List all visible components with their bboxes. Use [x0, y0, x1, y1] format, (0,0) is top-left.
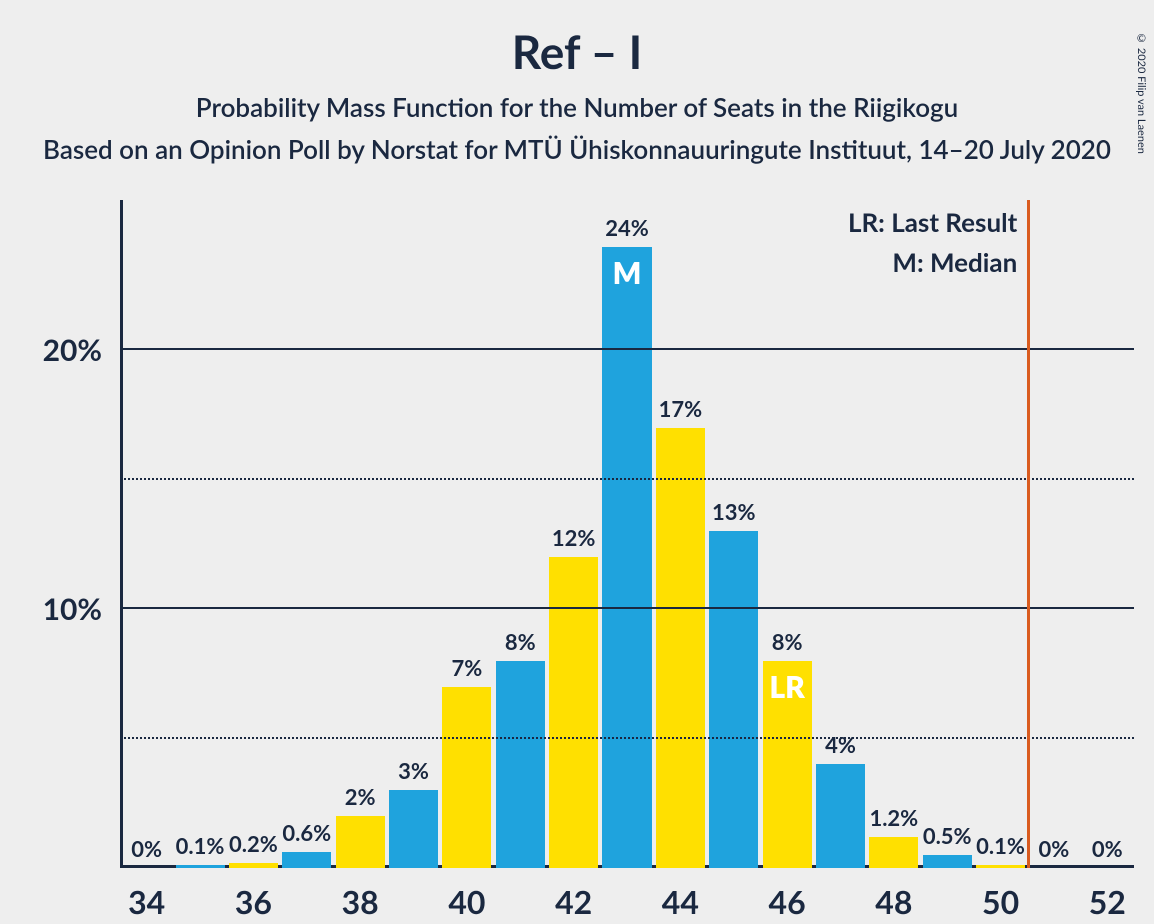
chart-container: LR: Last Result M: Median 0%0.1%0.2%0.6%…	[0, 200, 1154, 924]
bar-value-label: 1.2%	[869, 804, 918, 831]
bar: 0.2%	[229, 863, 278, 868]
bar: 7%	[442, 687, 491, 868]
bar-value-label: 0%	[131, 835, 162, 862]
x-tick-label: 48	[875, 882, 912, 921]
x-tick-label: 46	[769, 882, 806, 921]
bar-value-label: 7%	[451, 654, 482, 681]
bar-value-label: 8%	[505, 628, 536, 655]
bar: 4%	[816, 764, 865, 868]
bar-value-label: 0.5%	[923, 822, 972, 849]
bar-value-label: 0.2%	[229, 830, 278, 857]
bar-value-label: 12%	[552, 524, 596, 551]
bar: 17%	[656, 428, 705, 868]
bar-value-label: 8%	[772, 628, 803, 655]
bar: 8%LR	[763, 661, 812, 868]
bar: 24%M	[602, 247, 651, 868]
bar: 12%	[549, 557, 598, 868]
bar: 13%	[709, 531, 758, 868]
x-tick-label: 42	[555, 882, 592, 921]
y-tick-label: 10%	[43, 591, 102, 627]
plot-area: LR: Last Result M: Median 0%0.1%0.2%0.6%…	[120, 200, 1134, 868]
bar-value-label: 0.1%	[176, 832, 225, 859]
x-tick-label: 38	[342, 882, 379, 921]
last-result-marker: LR	[769, 669, 804, 705]
bar-value-label: 4%	[825, 731, 856, 758]
bar-value-label: 24%	[605, 214, 649, 241]
copyright-text: © 2020 Filip van Laenen	[1135, 32, 1148, 154]
grid-line	[120, 348, 1134, 350]
y-tick-label: 20%	[43, 332, 102, 368]
bar: 1.2%	[869, 837, 918, 868]
bar: 0.1%	[976, 865, 1025, 868]
chart-source: Based on an Opinion Poll by Norstat for …	[0, 133, 1154, 165]
bar-value-label: 2%	[345, 783, 376, 810]
bar-value-label: 0%	[1092, 835, 1123, 862]
bar: 0.1%	[176, 865, 225, 868]
bar-value-label: 0.6%	[282, 819, 331, 846]
chart-subtitle: Probability Mass Function for the Number…	[0, 91, 1154, 123]
bar-value-label: 3%	[398, 757, 429, 784]
x-tick-label: 50	[982, 882, 1019, 921]
bar: 8%	[496, 661, 545, 868]
bar: 0.5%	[923, 855, 972, 868]
bar-value-label: 17%	[659, 395, 703, 422]
bar-value-label: 0.1%	[976, 832, 1025, 859]
x-tick-label: 52	[1089, 882, 1126, 921]
bar-value-label: 0%	[1039, 835, 1070, 862]
grid-line-minor	[120, 737, 1134, 739]
grid-line	[120, 607, 1134, 609]
chart-title: Ref – I	[0, 24, 1154, 79]
x-tick-label: 44	[662, 882, 699, 921]
bar: 2%	[336, 816, 385, 868]
x-tick-label: 34	[128, 882, 165, 921]
bar: 0.6%	[282, 852, 331, 868]
median-marker: M	[613, 255, 642, 291]
bar: 3%	[389, 790, 438, 868]
bar-value-label: 13%	[712, 498, 756, 525]
title-block: Ref – I Probability Mass Function for th…	[0, 24, 1154, 165]
last-result-line	[1027, 200, 1030, 868]
x-tick-label: 40	[448, 882, 485, 921]
bars-layer: 0%0.1%0.2%0.6%2%3%7%8%12%24%M17%13%8%LR4…	[120, 200, 1134, 868]
x-tick-label: 36	[235, 882, 272, 921]
grid-line-minor	[120, 478, 1134, 480]
